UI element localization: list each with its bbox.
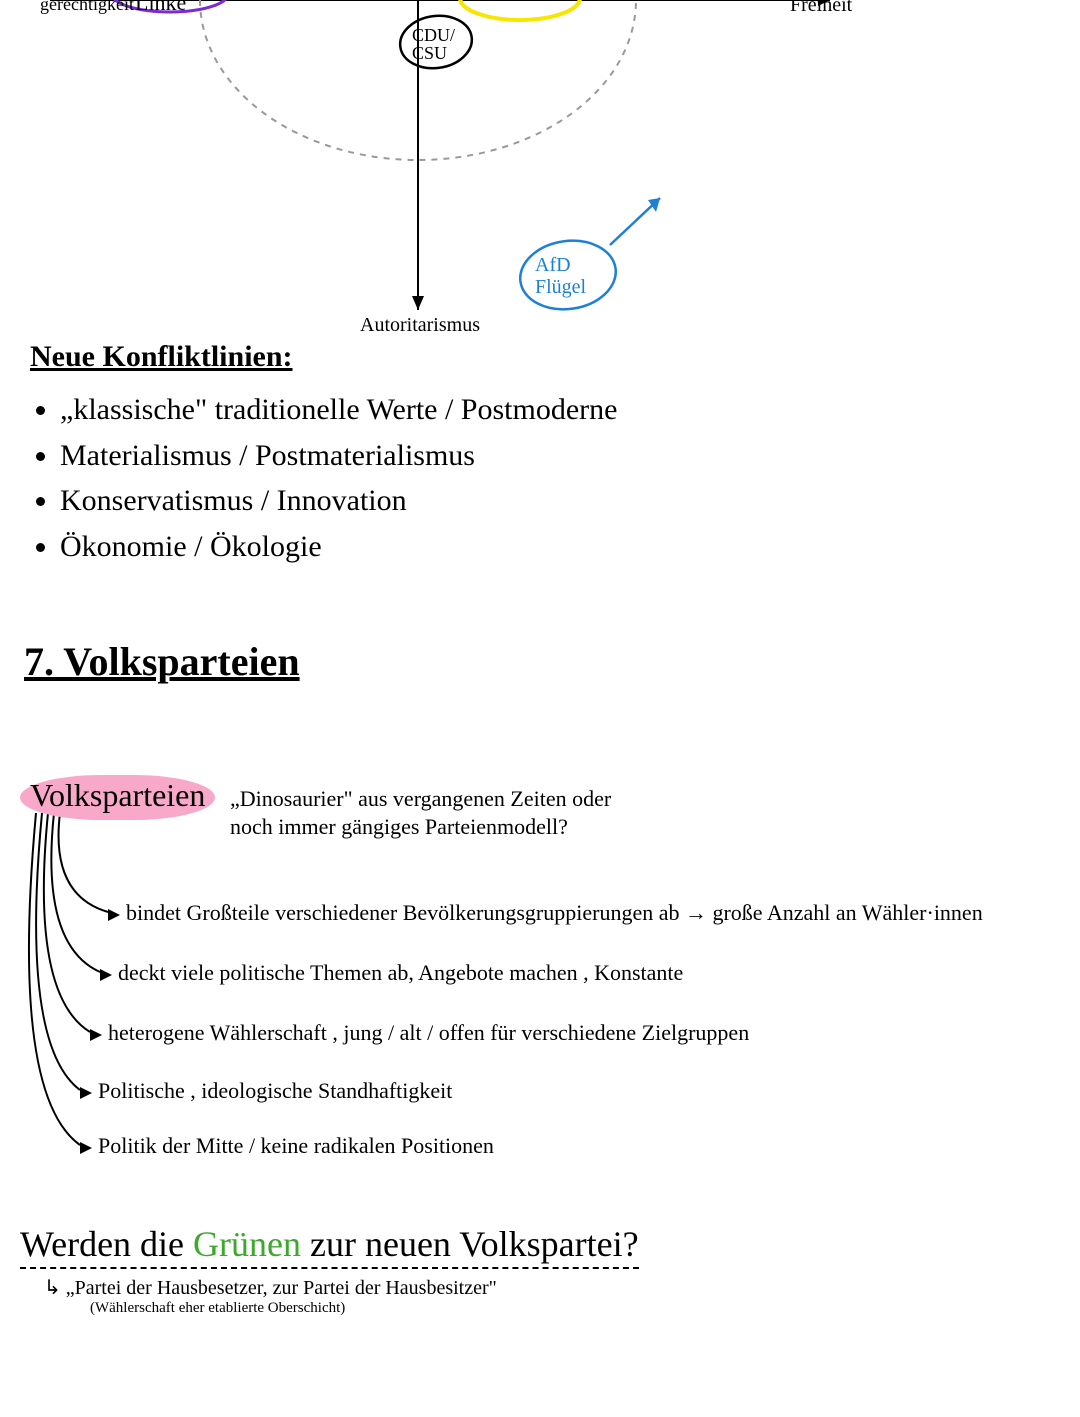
- axis-label-left: gerechtigkeit: [40, 0, 134, 15]
- mindmap-title-text: Volksparteien: [20, 775, 215, 820]
- axis-label-right: Freiheit: [790, 0, 852, 17]
- list-item: Konservatismus / Innovation: [60, 479, 1080, 523]
- mindmap-sub-line1: „Dinosaurier" aus vergangenen Zeiten ode…: [230, 786, 611, 811]
- mindmap-title: Volksparteien: [20, 775, 215, 820]
- mindmap-item: deckt viele politische Themen ab, Angebo…: [100, 960, 683, 986]
- party-cdu-label: CDU/ CSU: [412, 26, 455, 62]
- axis-label-bottom: Autoritarismus: [360, 314, 480, 337]
- question-part2: zur neuen Volkspartei?: [301, 1224, 639, 1264]
- party-linke-label: Linke: [135, 0, 186, 16]
- mindmap-sub-line2: noch immer gängiges Parteienmodell?: [230, 814, 568, 839]
- question-green: Grünen: [193, 1224, 301, 1264]
- volksparteien-mindmap: Volksparteien „Dinosaurier" aus vergange…: [0, 775, 1080, 1205]
- list-item: Ökonomie / Ökologie: [60, 525, 1080, 569]
- mindmap-item: Politik der Mitte / keine radikalen Posi…: [80, 1133, 494, 1159]
- list-item: „klassische" traditionelle Werte / Postm…: [60, 388, 1080, 432]
- gruene-question: Werden die Grünen zur neuen Volkspartei?: [20, 1223, 639, 1269]
- question-subnote: ↳ „Partei der Hausbesetzer, zur Partei d…: [44, 1275, 1080, 1300]
- conflict-heading: Neue Konfliktlinien:: [30, 340, 1080, 374]
- list-item: Materialismus / Postmaterialismus: [60, 434, 1080, 478]
- mindmap-item: bindet Großteile verschiedener Bevölkeru…: [108, 900, 983, 926]
- question-part1: Werden die: [20, 1224, 193, 1264]
- mindmap-item: heterogene Wählerschaft , jung / alt / o…: [90, 1020, 749, 1046]
- political-compass-diagram: gerechtigkeit Linke Freiheit CDU/ CSU Af…: [0, 0, 1080, 340]
- arrow-icon: [100, 969, 112, 981]
- conflict-list: „klassische" traditionelle Werte / Postm…: [60, 388, 1080, 568]
- arrow-icon: [90, 1029, 102, 1041]
- party-afd-label: AfD Flügel: [535, 254, 586, 298]
- arrow-icon: [108, 909, 120, 921]
- question-subnote2: (Wählerschaft eher etablierte Oberschich…: [90, 1300, 1080, 1317]
- arrow-icon: [80, 1142, 92, 1154]
- mindmap-item: Politische , ideologische Standhaftigkei…: [80, 1078, 452, 1104]
- arrow-icon: [80, 1087, 92, 1099]
- chapter-heading: 7. Volksparteien: [24, 638, 1080, 685]
- mindmap-subtitle: „Dinosaurier" aus vergangenen Zeiten ode…: [230, 785, 611, 840]
